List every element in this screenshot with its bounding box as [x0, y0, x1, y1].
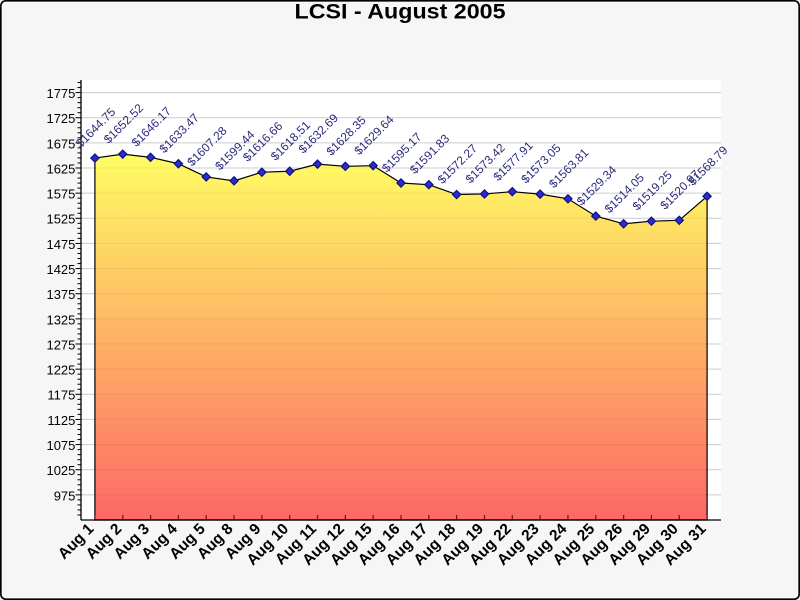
svg-text:1125: 1125	[47, 413, 75, 428]
svg-text:1275: 1275	[46, 337, 75, 352]
svg-text:1725: 1725	[46, 111, 75, 126]
svg-text:LCSI - August 2005: LCSI - August 2005	[295, 1, 506, 24]
svg-text:1475: 1475	[46, 237, 75, 252]
svg-text:1425: 1425	[46, 262, 75, 277]
svg-text:975: 975	[54, 488, 76, 503]
svg-text:1225: 1225	[46, 363, 75, 378]
svg-text:1775: 1775	[46, 86, 75, 101]
svg-text:1525: 1525	[46, 212, 75, 227]
svg-text:1075: 1075	[46, 438, 75, 453]
svg-text:1625: 1625	[46, 161, 75, 176]
svg-text:1675: 1675	[46, 136, 75, 151]
svg-text:1575: 1575	[46, 187, 75, 202]
svg-text:1025: 1025	[46, 463, 75, 478]
svg-text:1375: 1375	[46, 287, 75, 302]
svg-text:1175: 1175	[47, 388, 75, 403]
svg-text:1325: 1325	[46, 312, 75, 327]
